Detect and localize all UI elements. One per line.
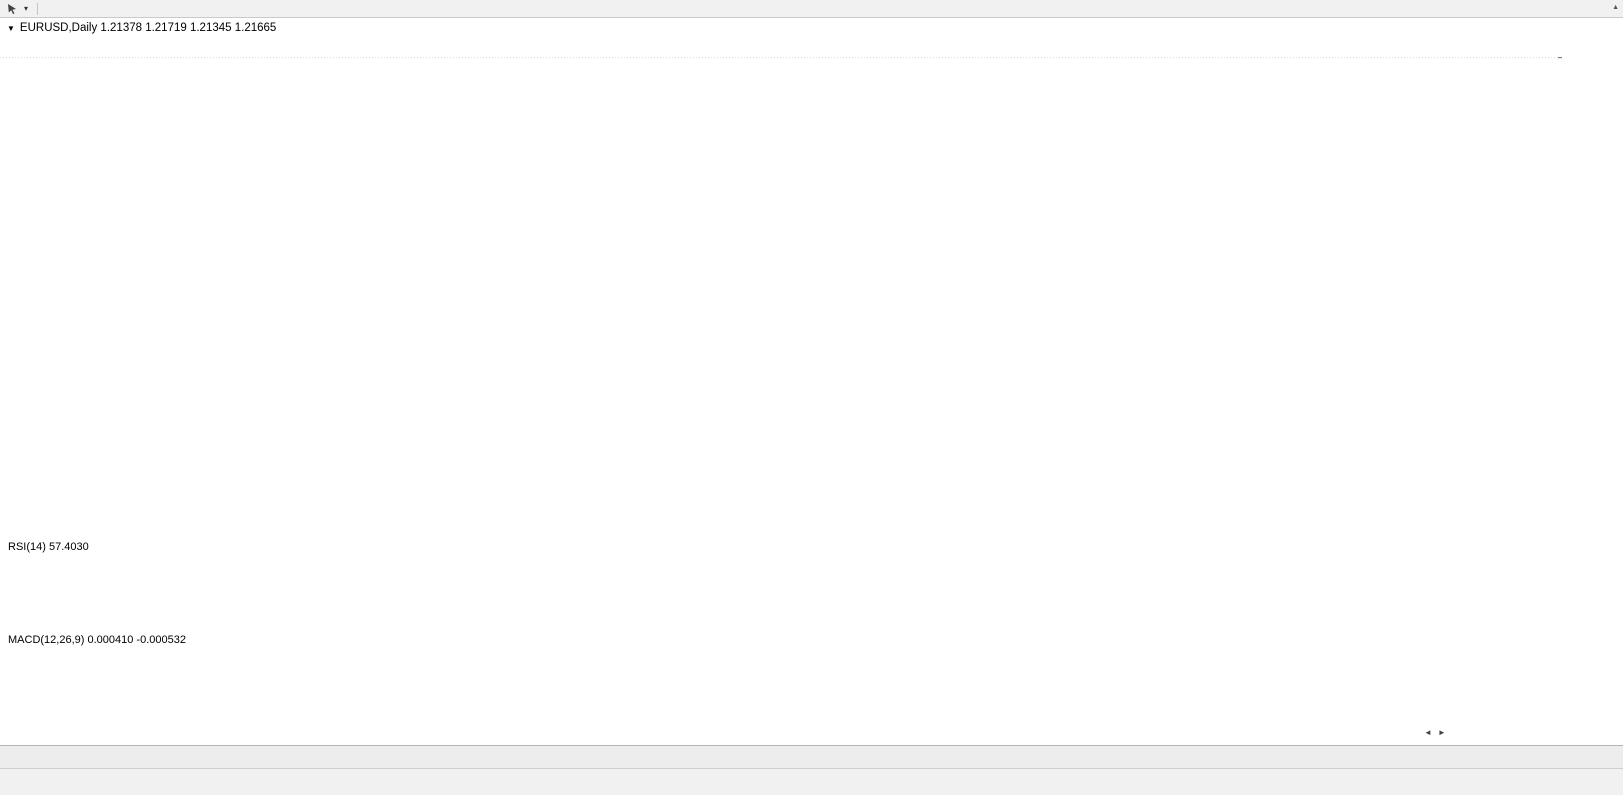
toolbar-overflow-icon[interactable]: ▲ — [1612, 4, 1619, 11]
rsi-indicator-title: RSI(14) 57.4030 — [8, 541, 89, 553]
chart-tabs-bar — [0, 745, 1623, 768]
cursor-tool-icon[interactable] — [4, 3, 20, 15]
scroll-left-icon[interactable]: ◄ — [1424, 728, 1432, 737]
toolbar-separator — [37, 2, 39, 15]
chart-collapse-icon[interactable]: ▼ — [7, 23, 15, 33]
chart-ohlc-title: EURUSD,Daily 1.21378 1.21719 1.21345 1.2… — [19, 22, 277, 34]
macd-indicator-title: MACD(12,26,9) 0.000410 -0.000532 — [8, 634, 186, 646]
status-bar — [0, 768, 1623, 795]
timeline-scroll: ◄ ► — [1424, 728, 1446, 737]
chart-title: ▼ EURUSD,Daily 1.21378 1.21719 1.21345 1… — [7, 22, 276, 34]
timeframe-toolbar: ▾ ▲ — [0, 0, 1623, 18]
scroll-right-icon[interactable]: ► — [1437, 728, 1446, 737]
dropdown-arrow-icon[interactable]: ▾ — [24, 4, 29, 13]
